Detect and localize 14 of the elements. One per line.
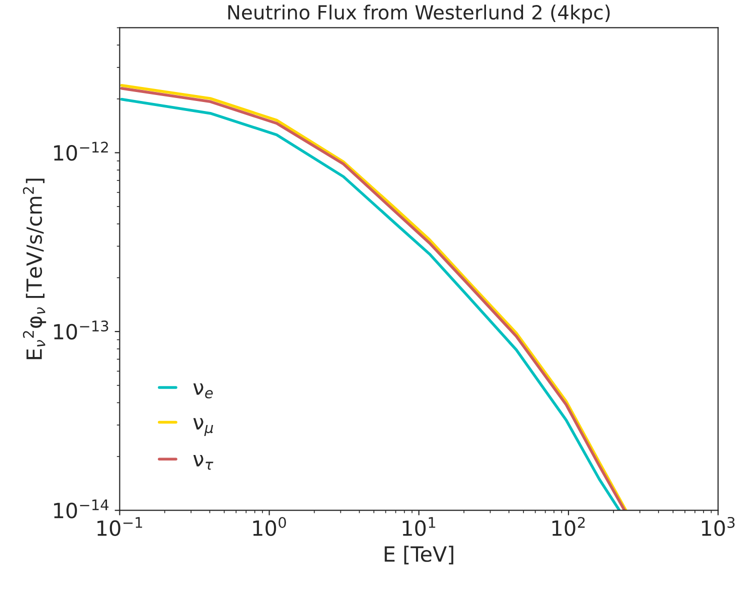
x-axis-title: E [TeV] bbox=[384, 546, 454, 564]
x-tick-label: 10$^{−1}$ bbox=[97, 517, 142, 536]
x-tick-label: 10$^{1}$ bbox=[402, 517, 436, 536]
y-tick-label: 10$^{−14}$ bbox=[54, 500, 108, 518]
legend-label: ν$_{e}$ bbox=[193, 383, 213, 398]
y-tick-label: 10$^{−13}$ bbox=[54, 320, 108, 340]
y-tick-label: 10$^{−12}$ bbox=[54, 142, 108, 161]
legend-label: ν$_{μ}$ bbox=[193, 418, 214, 436]
x-tick-label: 10$^{0}$ bbox=[253, 516, 286, 536]
legend-label: ν$_{τ}$ bbox=[193, 454, 214, 470]
x-tick-label: 10$^{2}$ bbox=[552, 516, 585, 536]
x-tick-label: 10$^{3}$ bbox=[702, 516, 735, 536]
y-axis-title: E$_{ν}$$^{2}$φ$_{ν}$ [TeV/s/cm$^{2}$] bbox=[22, 178, 46, 360]
chart-title: Neutrino Flux from Westerlund 2 (4kpc) bbox=[228, 4, 610, 24]
